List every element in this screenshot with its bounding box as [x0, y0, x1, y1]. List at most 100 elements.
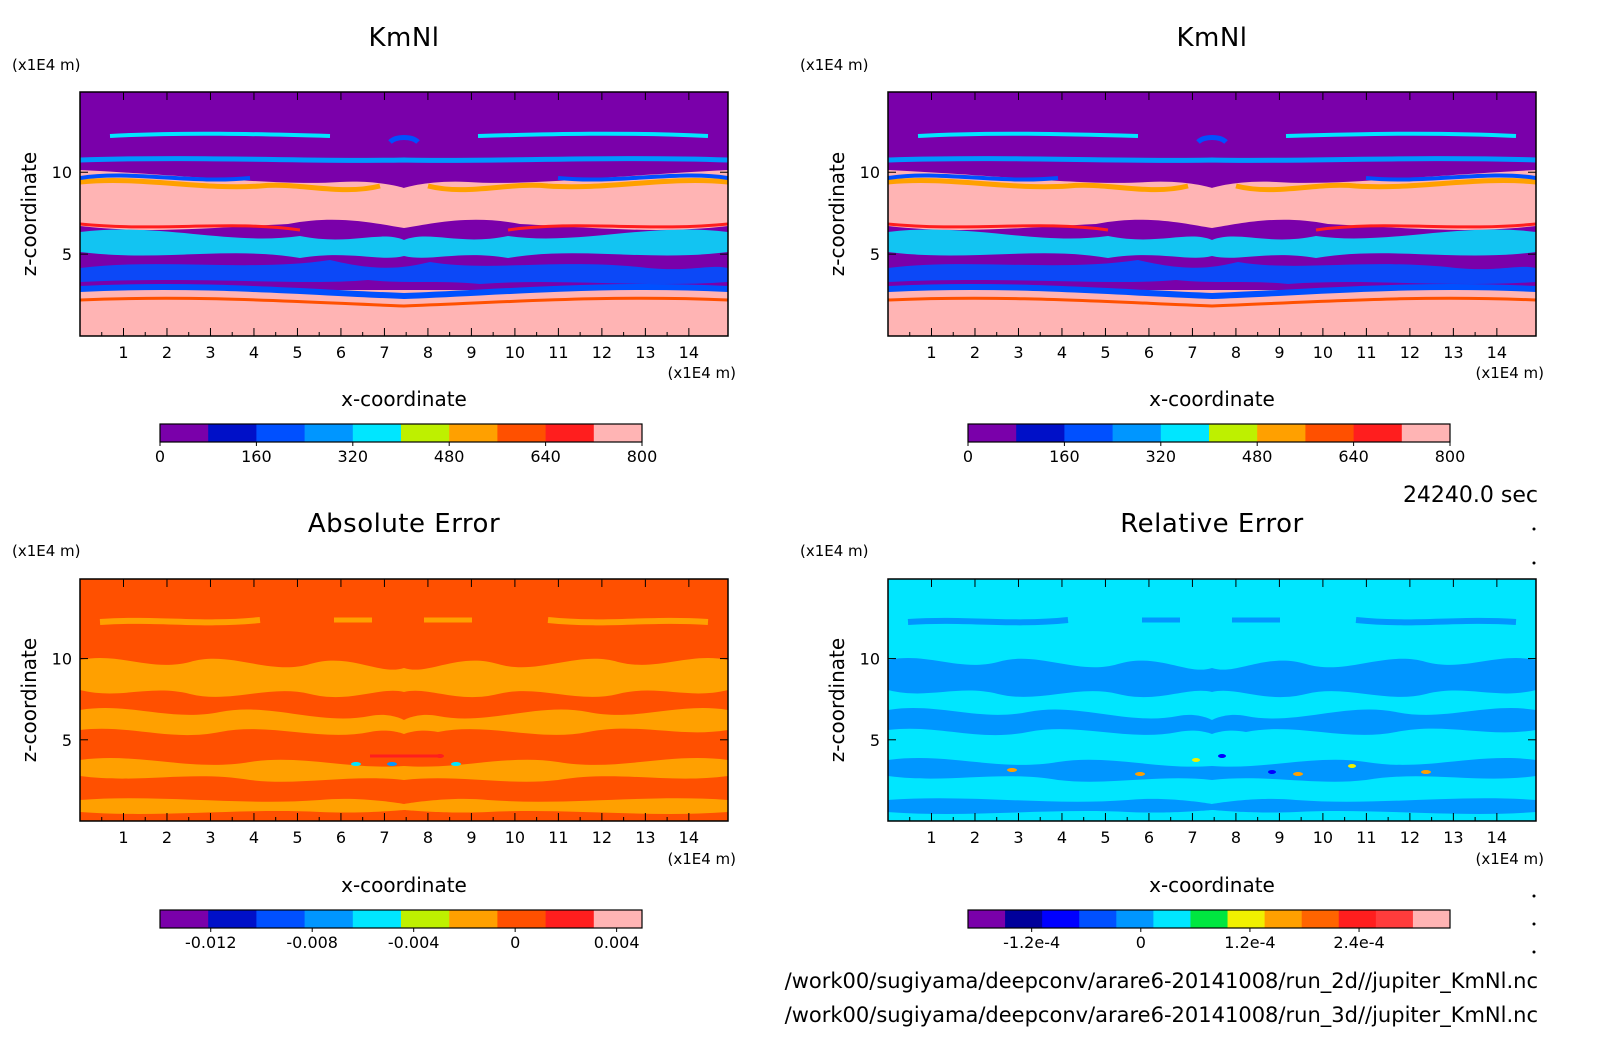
colorbar-tick-label: 480	[1242, 447, 1273, 466]
y-unit-label: (x1E4 m)	[12, 56, 81, 74]
field-spot	[1007, 768, 1017, 772]
x-tick-label: 9	[466, 343, 476, 362]
x-tick-label: 9	[1274, 343, 1284, 362]
x-unit-label: (x1E4 m)	[667, 850, 736, 868]
colorbar-swatch	[160, 424, 209, 442]
field-contour	[888, 296, 1536, 308]
field-contour	[80, 178, 381, 193]
colorbar-tick-label: -0.004	[388, 933, 440, 952]
field-contour	[80, 222, 301, 232]
colorbar-tick-label: 800	[627, 447, 658, 466]
field-spot	[1192, 758, 1200, 762]
colorbar-swatch	[160, 910, 209, 928]
colorbar-swatch	[1116, 910, 1154, 928]
colorbar-swatch	[1301, 910, 1340, 928]
panel-kmnl-right: KmNl (x1E4 m) 1 2 3 4 5 6 7 8 9 10 11 12 13 14 510 (x…	[800, 23, 1544, 466]
colorbar-tick-label: 800	[1435, 447, 1466, 466]
colorbar-tick-label: 480	[434, 447, 465, 466]
colorbar-tick-label: -1.2e-4	[1003, 933, 1060, 952]
x-tick-label: 8	[423, 828, 433, 847]
x-unit-label: (x1E4 m)	[1475, 850, 1544, 868]
x-tick-label: 12	[592, 828, 612, 847]
colorbar-tick-label: -0.012	[185, 933, 237, 952]
colorbar-swatch	[304, 910, 354, 928]
field-error-band	[80, 658, 728, 698]
plot-area	[80, 92, 728, 336]
x-tick-marks: 1 2 3 4 5 6 7 8 9 10 11 12 13 14	[909, 579, 1507, 847]
colorbar-tick-label: -0.008	[286, 933, 338, 952]
field-contour	[1235, 178, 1536, 193]
field-spot	[1135, 772, 1145, 776]
x-tick-label: 7	[1187, 828, 1197, 847]
field-error-band	[80, 798, 728, 814]
colorbar-swatch	[497, 910, 547, 928]
colorbar-tick-label: 1.2e-4	[1224, 933, 1275, 952]
colorbar-swatch	[1401, 424, 1451, 442]
x-tick-label: 11	[548, 828, 568, 847]
x-tick-label: 7	[1187, 343, 1197, 362]
colorbar-swatch	[1016, 424, 1065, 442]
x-tick-label: 10	[1313, 343, 1333, 362]
x-tick-label: 12	[1400, 828, 1420, 847]
y-tick-label: 10	[860, 163, 880, 182]
chart-title: KmNl	[1176, 23, 1247, 53]
x-unit-label: (x1E4 m)	[1475, 364, 1544, 382]
x-tick-label: 8	[423, 343, 433, 362]
x-tick-label: 12	[592, 343, 612, 362]
x-tick-label: 3	[205, 828, 215, 847]
field-error-band	[888, 708, 1536, 736]
field-contour	[1196, 135, 1228, 144]
x-axis-label: x-coordinate	[1149, 873, 1275, 897]
dot-mark	[1532, 922, 1536, 926]
y-axis-label: z-coordinate	[825, 152, 849, 276]
x-tick-label: 4	[249, 828, 259, 847]
field-error-band	[80, 758, 728, 782]
colorbar-tick-label: 640	[1338, 447, 1369, 466]
y-tick-label: 10	[860, 650, 880, 669]
colorbar-swatch	[1209, 424, 1258, 442]
x-tick-label: 2	[970, 343, 980, 362]
dot-mark	[1532, 950, 1536, 954]
chart-title: Absolute Error	[308, 509, 500, 539]
panel-relative-error: Relative Error (x1E4 m) 1 2 3 4 5 6 7 8 9 10 11 12 1…	[800, 509, 1544, 952]
x-tick-label: 14	[679, 343, 699, 362]
x-tick-label: 3	[1013, 828, 1023, 847]
colorbar-swatch	[1112, 424, 1162, 442]
field-contour	[888, 284, 1536, 300]
field-contour	[1285, 131, 1517, 138]
x-tick-label: 14	[1487, 343, 1507, 362]
colorbar-tick-label: 640	[530, 447, 561, 466]
x-tick-label: 11	[1356, 343, 1376, 362]
margin-dots	[1532, 527, 1536, 954]
x-unit-label: (x1E4 m)	[667, 364, 736, 382]
colorbar-frame	[967, 423, 1451, 443]
colorbar-swatch	[1160, 424, 1210, 442]
y-tick-marks: 5 10	[52, 650, 728, 750]
x-tick-label: 8	[1231, 343, 1241, 362]
colorbar-swatch	[208, 424, 257, 442]
y-tick-label: 10	[52, 163, 72, 182]
panel-absolute-error: Absolute Error (x1E4 m) 1 2 3 4 5 6 7 8 9 10 11 12 1…	[12, 509, 736, 952]
colorbar-frame	[159, 909, 643, 929]
field-error-band	[80, 708, 728, 736]
x-tick-label: 2	[970, 828, 980, 847]
x-tick-label: 5	[292, 343, 302, 362]
colorbar-swatch	[593, 910, 643, 928]
colorbar-swatch	[352, 910, 402, 928]
field-spot	[1421, 770, 1431, 774]
field-contour	[907, 617, 1069, 626]
x-axis-label: x-coordinate	[341, 387, 467, 411]
colorbar-swatch	[1064, 424, 1114, 442]
field-contour	[1355, 617, 1517, 626]
field-background	[80, 579, 728, 821]
colorbar: 0 160 320 480 640 800	[963, 423, 1466, 466]
y-tick-marks: 5 10	[860, 163, 1536, 264]
y-tick-label: 10	[52, 650, 72, 669]
colorbar: -1.2e-4 0 1.2e-4 2.4e-4	[967, 909, 1451, 952]
y-axis-label: z-coordinate	[825, 638, 849, 762]
colorbar: 0 160 320 480 640 800	[155, 423, 658, 466]
x-tick-label: 4	[249, 343, 259, 362]
y-unit-label: (x1E4 m)	[800, 542, 869, 560]
colorbar-tick-label: 0	[510, 933, 520, 952]
colorbar-swatch	[1042, 910, 1080, 928]
